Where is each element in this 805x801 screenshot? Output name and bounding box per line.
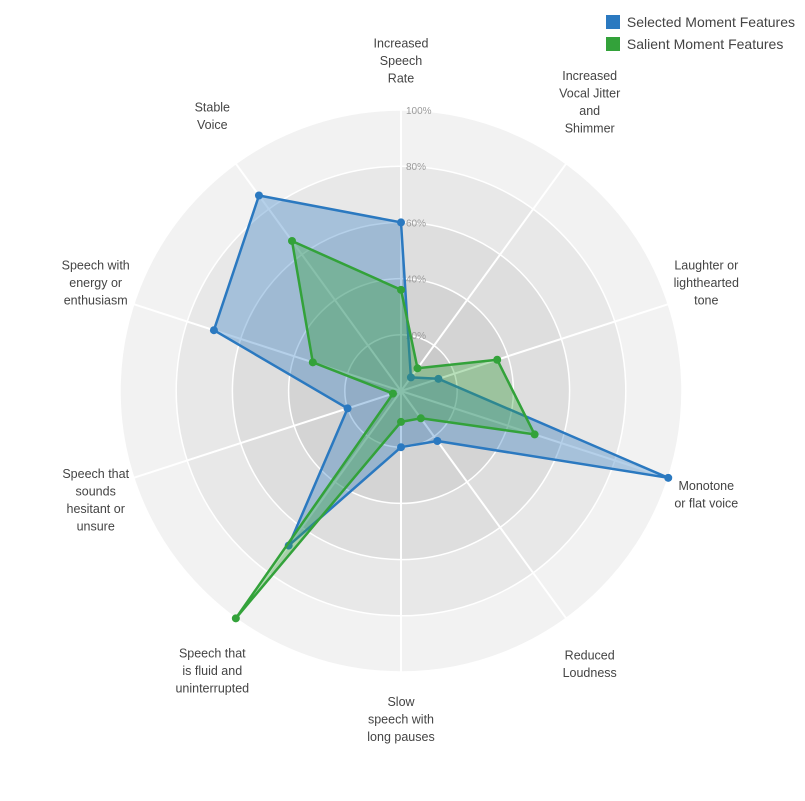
axis-label: Stable Voice	[195, 101, 230, 133]
axis-label: Speech that is fluid and uninterrupted	[175, 647, 249, 696]
data-point	[493, 355, 502, 364]
tick-label: 20%	[406, 331, 426, 342]
axis-label: Increased Vocal Jitter and Shimmer	[559, 69, 620, 136]
data-point	[254, 191, 263, 200]
data-point	[397, 443, 405, 452]
data-point	[433, 437, 442, 446]
axis-label: Slow speech with long pauses	[367, 695, 434, 744]
axis-label: Increased Speech Rate	[374, 37, 429, 86]
legend-swatch-salient	[605, 37, 620, 51]
data-point	[406, 373, 415, 382]
data-point	[388, 389, 397, 398]
legend-label-selected: Selected Moment Features	[626, 14, 795, 30]
axis-spoke	[235, 163, 402, 392]
legend-swatch-selected	[605, 15, 620, 29]
axis-label: Speech that sounds hesitant or unsure	[62, 467, 129, 534]
legend-item-salient[interactable]: Salient Moment Features	[605, 36, 795, 52]
axis-label: Reduced Loudness	[563, 648, 617, 680]
data-point	[664, 473, 673, 482]
data-point	[343, 404, 352, 413]
data-point	[397, 285, 405, 294]
axis-spoke	[400, 303, 669, 392]
data-point	[397, 218, 405, 227]
axis-spoke	[133, 303, 402, 392]
data-point	[209, 326, 218, 335]
tick-label: 100%	[406, 106, 432, 117]
data-point	[413, 364, 422, 373]
data-point	[287, 236, 296, 245]
axis-label: Monotone or flat voice	[674, 479, 738, 511]
data-point	[530, 430, 539, 439]
legend-label-salient: Salient Moment Features	[626, 36, 784, 52]
legend: Selected Moment Features Salient Moment …	[605, 14, 795, 58]
axis-spoke	[400, 390, 567, 619]
axis-label: Speech with energy or enthusiasm	[62, 258, 130, 307]
data-point	[308, 358, 317, 367]
tick-label: 60%	[406, 218, 426, 229]
data-point	[397, 417, 405, 426]
legend-item-selected[interactable]: Selected Moment Features	[605, 14, 795, 30]
data-point	[434, 374, 443, 383]
axis-spoke	[400, 163, 567, 392]
data-point	[231, 614, 240, 623]
tick-label: 80%	[406, 162, 426, 173]
data-point	[416, 414, 425, 423]
axis-label: Laughter or lighthearted tone	[674, 258, 739, 307]
tick-label: 40%	[406, 275, 426, 286]
axis-spoke	[133, 390, 402, 479]
